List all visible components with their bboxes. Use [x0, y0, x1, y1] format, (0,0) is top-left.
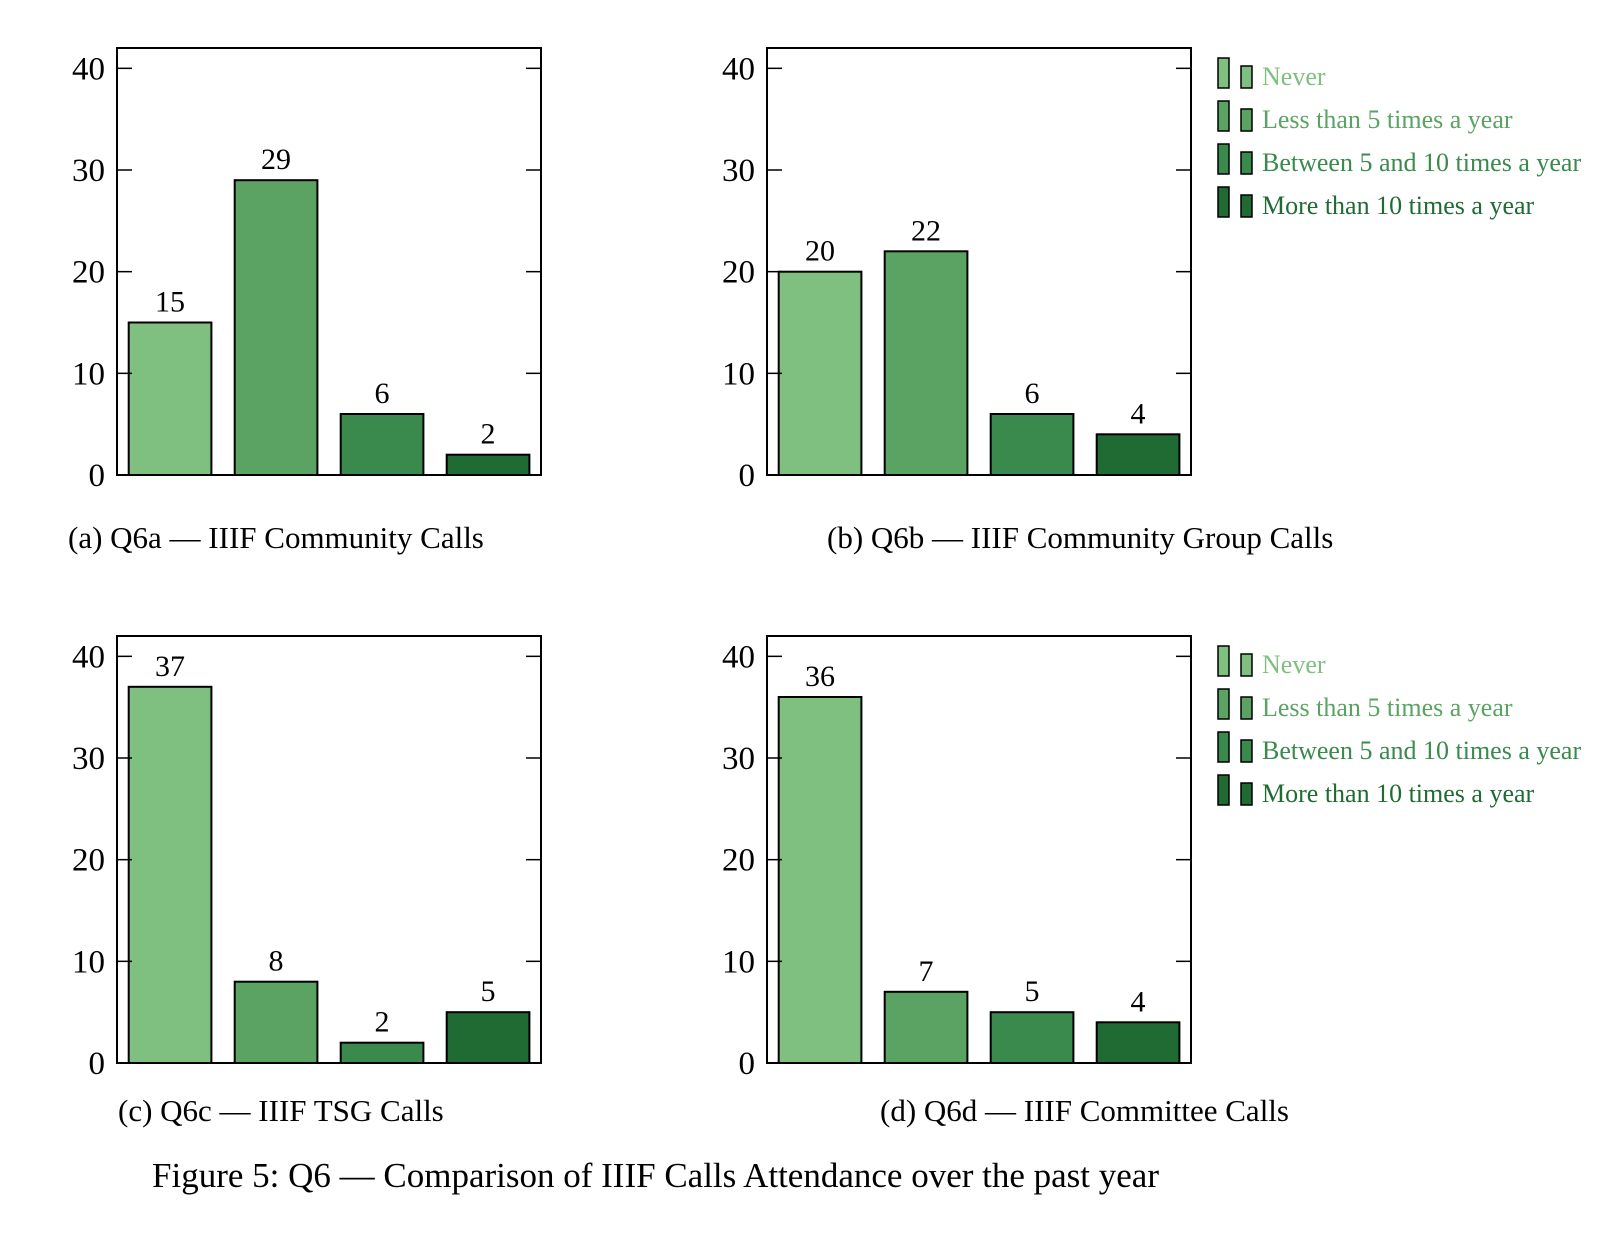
bar-c-2	[233, 980, 319, 1065]
axis-frame-b	[766, 47, 1192, 476]
legend-label-d-3: Between 5 and 10 times a year	[1262, 736, 1581, 765]
bar-d-1	[777, 696, 863, 1064]
subcaption-a: (a) Q6a — IIIF Community Calls	[68, 520, 484, 555]
legend-swatch-b-3	[1217, 143, 1230, 175]
legend-label-b-2: Less than 5 times a year	[1262, 105, 1513, 134]
legend-swatch-b-4	[1217, 186, 1230, 218]
bar-c-4	[445, 1011, 531, 1065]
legend-label-d-2: Less than 5 times a year	[1262, 693, 1513, 722]
ytick-label-a-10: 10	[72, 356, 105, 392]
data-label-a-2: 29	[261, 143, 291, 176]
ytick-label-b-30: 30	[722, 153, 755, 189]
legend-swatch-small-b-2	[1240, 108, 1253, 132]
data-label-d-2: 7	[919, 955, 934, 988]
ytick-label-c-30: 30	[72, 741, 105, 777]
legend-label-b-4: More than 10 times a year	[1262, 191, 1535, 220]
ytick-label-b-10: 10	[722, 356, 755, 392]
legend-swatch-d-1	[1217, 645, 1230, 677]
legend-label-b-1: Never	[1262, 62, 1326, 91]
data-label-b-2: 22	[911, 214, 941, 247]
chart-panel-c: 37 8 2 5 0 10 20 30 40	[72, 635, 542, 1082]
legend-label-d-1: Never	[1262, 650, 1326, 679]
ytick-label-b-40: 40	[722, 51, 755, 87]
legend-label-d-4: More than 10 times a year	[1262, 779, 1535, 808]
ytick-label-c-20: 20	[72, 843, 105, 879]
figure-caption: Figure 5: Q6 — Comparison of IIIF Calls …	[152, 1156, 1160, 1195]
bar-d-4	[1095, 1021, 1181, 1064]
bar-c-1	[127, 685, 213, 1064]
data-label-b-4: 4	[1131, 397, 1146, 430]
ytick-label-d-0: 0	[739, 1046, 756, 1082]
axis-frame-c	[116, 635, 542, 1064]
legend-d: Never Less than 5 times a year Between 5 a…	[1217, 645, 1581, 808]
data-label-c-1: 37	[155, 650, 185, 683]
ytick-label-c-40: 40	[72, 639, 105, 675]
bar-b-3	[989, 413, 1075, 476]
legend-swatch-small-b-3	[1240, 151, 1253, 175]
legend-swatch-small-d-1	[1240, 653, 1253, 677]
ytick-label-a-40: 40	[72, 51, 105, 87]
ytick-label-b-0: 0	[739, 458, 756, 494]
legend-swatch-b-1	[1217, 57, 1230, 89]
legend-b: Never Less than 5 times a year Between 5 a…	[1217, 57, 1581, 220]
ytick-label-d-40: 40	[722, 639, 755, 675]
data-label-c-4: 5	[481, 975, 496, 1008]
legend-swatch-d-4	[1217, 774, 1230, 806]
bar-d-3	[989, 1011, 1075, 1065]
subcaption-c: (c) Q6c — IIIF TSG Calls	[118, 1093, 444, 1128]
data-label-a-4: 2	[481, 418, 496, 451]
ytick-label-d-20: 20	[722, 843, 755, 879]
ytick-label-b-20: 20	[722, 255, 755, 291]
ytick-label-d-30: 30	[722, 741, 755, 777]
subcaption-b: (b) Q6b — IIIF Community Group Calls	[827, 520, 1334, 555]
data-label-c-3: 2	[375, 1006, 390, 1039]
ytick-label-a-30: 30	[72, 153, 105, 189]
legend-label-b-3: Between 5 and 10 times a year	[1262, 148, 1581, 177]
data-label-a-3: 6	[375, 377, 390, 410]
data-label-a-1: 15	[155, 286, 185, 319]
data-label-d-3: 5	[1025, 975, 1040, 1008]
legend-swatch-small-b-4	[1240, 194, 1253, 218]
data-label-b-3: 6	[1025, 377, 1040, 410]
bar-c-3	[339, 1041, 425, 1064]
ytick-label-a-0: 0	[89, 458, 106, 494]
data-label-b-1: 20	[805, 235, 835, 268]
bar-a-1	[127, 321, 213, 476]
legend-swatch-small-d-4	[1240, 782, 1253, 806]
bar-b-1	[777, 270, 863, 477]
legend-swatch-small-d-2	[1240, 696, 1253, 720]
bar-b-2	[883, 250, 969, 476]
axis-frame-d	[766, 635, 1192, 1064]
ytick-label-d-10: 10	[722, 944, 755, 980]
subcaption-d: (d) Q6d — IIIF Committee Calls	[880, 1093, 1289, 1128]
data-label-d-1: 36	[805, 660, 835, 693]
bar-a-4	[445, 453, 531, 477]
ytick-label-c-0: 0	[89, 1046, 106, 1082]
legend-swatch-small-d-3	[1240, 739, 1253, 763]
legend-swatch-b-2	[1217, 100, 1230, 132]
legend-swatch-small-b-1	[1240, 65, 1253, 89]
legend-swatch-d-3	[1217, 731, 1230, 763]
data-label-c-2: 8	[269, 945, 284, 978]
ytick-label-c-10: 10	[72, 944, 105, 980]
data-label-d-4: 4	[1131, 985, 1146, 1018]
bar-a-2	[233, 179, 319, 476]
ytick-label-a-20: 20	[72, 255, 105, 291]
bar-b-4	[1095, 433, 1181, 476]
bar-a-3	[339, 413, 425, 476]
legend-swatch-d-2	[1217, 688, 1230, 720]
axis-frame-a	[116, 47, 542, 476]
bar-d-2	[883, 990, 969, 1064]
